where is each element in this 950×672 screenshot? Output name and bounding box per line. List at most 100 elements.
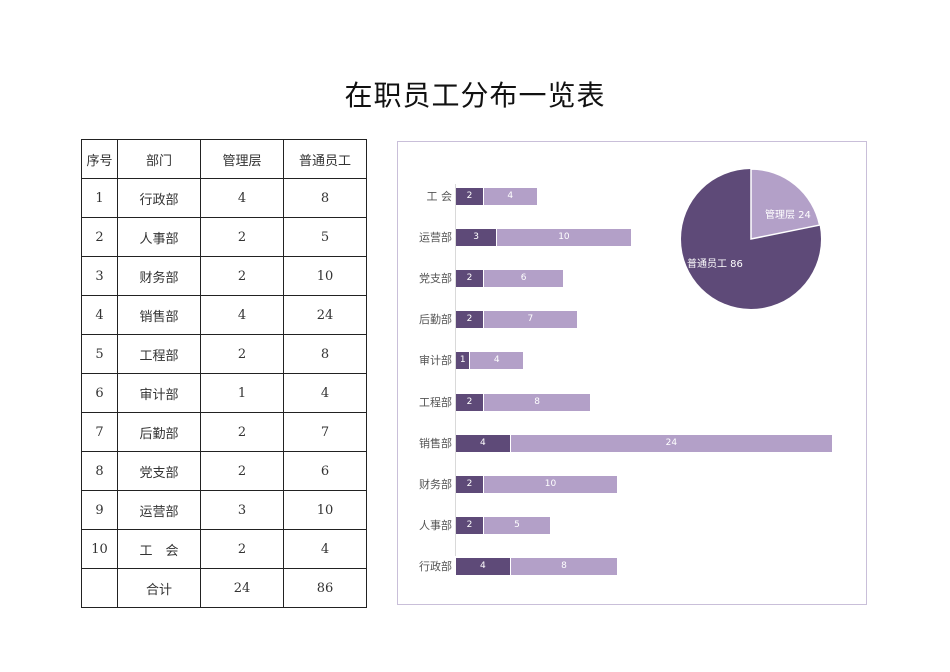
bar-segment-management: 3	[456, 229, 497, 247]
cell-index: 10	[81, 529, 118, 569]
total-index	[81, 568, 118, 608]
cell-department: 工 会	[117, 529, 201, 569]
cell-index: 4	[81, 295, 118, 335]
bar-segment-management: 2	[456, 516, 483, 534]
cell-staff: 10	[283, 256, 367, 296]
bar-segment-staff: 4	[482, 188, 537, 205]
cell-department: 党支部	[117, 451, 201, 491]
cell-index: 3	[81, 256, 118, 296]
bar-segment-staff: 7	[482, 311, 577, 329]
cell-department: 人事部	[117, 217, 201, 257]
bar-segment-staff: 8	[509, 557, 618, 575]
bar-segment-management: 1	[456, 352, 470, 370]
category-label: 人事部	[419, 518, 452, 532]
header-staff: 普通员工	[283, 139, 367, 179]
category-label: 工程部	[419, 395, 452, 409]
cell-management: 2	[200, 256, 284, 296]
cell-management: 4	[200, 295, 284, 335]
bar-row: 后勤部 2 7	[398, 311, 868, 329]
cell-department: 行政部	[117, 178, 201, 218]
cell-staff: 8	[283, 334, 367, 374]
bar-segment-staff: 24	[509, 434, 833, 452]
cell-management: 2	[200, 334, 284, 374]
bar-segment-staff: 5	[482, 516, 550, 534]
cell-department: 运营部	[117, 490, 201, 530]
total-label: 合计	[117, 568, 201, 608]
cell-staff: 6	[283, 451, 367, 491]
bar-segment-management: 2	[456, 270, 483, 288]
category-label: 后勤部	[419, 313, 452, 327]
cell-department: 后勤部	[117, 412, 201, 452]
bar-segment-management: 4	[456, 557, 510, 575]
category-label: 审计部	[419, 354, 452, 368]
bar-row: 党支部 2 6	[398, 270, 868, 288]
cell-department: 工程部	[117, 334, 201, 374]
cell-index: 8	[81, 451, 118, 491]
cell-staff: 10	[283, 490, 367, 530]
table-row: 3 财务部 2 10	[81, 256, 367, 296]
header-index: 序号	[81, 139, 118, 179]
bar-segment-management: 2	[456, 475, 483, 493]
cell-staff: 4	[283, 529, 367, 569]
cell-management: 2	[200, 217, 284, 257]
total-staff: 86	[283, 568, 367, 608]
header-management: 管理层	[200, 139, 284, 179]
pie-chart	[681, 168, 821, 309]
table-row: 6 审计部 1 4	[81, 373, 367, 413]
bar-segment-management: 2	[456, 311, 483, 329]
bar-row: 行政部 4 8	[398, 557, 868, 576]
bar-row: 工程部 2 8	[398, 393, 868, 412]
cell-index: 1	[81, 178, 118, 218]
cell-index: 6	[81, 373, 118, 413]
cell-staff: 8	[283, 178, 367, 218]
cell-staff: 4	[283, 373, 367, 413]
pie-slice-management	[750, 168, 821, 240]
category-label: 销售部	[419, 436, 452, 450]
header-department: 部门	[117, 139, 201, 179]
cell-staff: 7	[283, 412, 367, 452]
bar-segment-staff: 6	[482, 270, 564, 288]
page-title: 在职员工分布一览表	[344, 79, 606, 112]
category-label: 工 会	[426, 190, 453, 203]
table-row: 1 行政部 4 8	[81, 178, 367, 218]
bar-segment-management: 2	[456, 188, 483, 205]
cell-index: 7	[81, 412, 118, 452]
bar-row: 人事部 2 5	[398, 516, 868, 535]
bar-segment-management: 2	[456, 393, 483, 411]
table-row: 8 党支部 2 6	[81, 451, 367, 491]
category-label: 党支部	[419, 272, 452, 286]
bar-row: 销售部 4 24	[398, 434, 868, 453]
bar-row: 运营部 3 10	[398, 229, 868, 247]
cell-management: 2	[200, 412, 284, 452]
table-total-row: 合计 24 86	[81, 568, 367, 608]
bar-segment-staff: 4	[469, 352, 524, 370]
table-row: 5 工程部 2 8	[81, 334, 367, 374]
table-row: 2 人事部 2 5	[81, 217, 367, 257]
cell-staff: 24	[283, 295, 367, 335]
cell-index: 9	[81, 490, 118, 530]
cell-management: 2	[200, 529, 284, 569]
employee-table: 序号 部门 管理层 普通员工 1 行政部 4 8 2 人事部 2 5 3 财务部 2 10 4 销售…	[81, 139, 367, 608]
bar-row: 审计部 1 4	[398, 352, 868, 370]
bar-segment-staff: 10	[496, 229, 631, 247]
cell-department: 财务部	[117, 256, 201, 296]
category-label: 运营部	[419, 231, 452, 245]
cell-management: 4	[200, 178, 284, 218]
pie-label-management: 管理层 24	[765, 210, 811, 221]
table-row: 4 销售部 4 24	[81, 295, 367, 335]
chart-area: 工 会 2 4 运营部 3 10 党支部 2 6 后勤部 2 7 审计部 1 4 工程部 2 8 销售部 4 24 财务部…	[397, 141, 867, 605]
cell-department: 销售部	[117, 295, 201, 335]
bar-segment-staff: 8	[482, 393, 591, 411]
bar-segment-management: 4	[456, 434, 510, 452]
cell-department: 审计部	[117, 373, 201, 413]
cell-index: 2	[81, 217, 118, 257]
table-row: 9 运营部 3 10	[81, 490, 367, 530]
category-label: 行政部	[419, 559, 452, 573]
pie-label-staff: 普通员工 86	[687, 259, 743, 270]
category-axis	[455, 184, 456, 556]
table-header-row: 序号 部门 管理层 普通员工	[81, 139, 367, 179]
table-row: 7 后勤部 2 7	[81, 412, 367, 452]
cell-management: 2	[200, 451, 284, 491]
bar-row: 财务部 2 10	[398, 475, 868, 494]
